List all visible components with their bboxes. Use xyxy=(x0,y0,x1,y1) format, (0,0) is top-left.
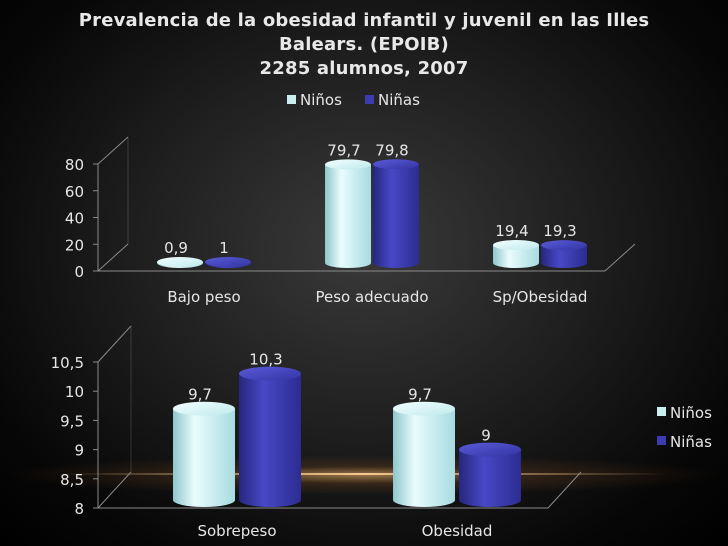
chart1-bar-ninos xyxy=(493,245,539,268)
chart1-y-tick-label: 40 xyxy=(65,210,84,228)
chart2-bar-top-ninas xyxy=(239,366,301,381)
chart2-bar-ninas xyxy=(459,449,521,507)
chart2-bar-top-ninas xyxy=(459,442,521,457)
chart1-data-label: 0,9 xyxy=(164,239,188,257)
chart2-category-label: Sobrepeso xyxy=(197,522,276,540)
chart1-category-label: Peso adecuado xyxy=(315,288,428,306)
chart2-y-tick-label: 10 xyxy=(65,383,84,401)
chart1-y-tick-label: 20 xyxy=(65,236,84,254)
chart1-legend-label-ninas: Niñas xyxy=(378,91,420,109)
chart2-bar-ninos xyxy=(173,408,235,507)
chart1-legend-label-ninos: Niños xyxy=(300,91,342,109)
chart1-data-label: 1 xyxy=(219,239,229,257)
chart-title: Prevalencia de la obesidad infantil y ju… xyxy=(20,9,708,81)
chart1-floor-right-edge xyxy=(604,243,636,272)
chart1-bar-ninas xyxy=(373,164,419,268)
chart2-data-label: 9 xyxy=(481,427,491,445)
chart1-data-label: 19,3 xyxy=(543,222,576,240)
chart2-y-tick-label: 9 xyxy=(74,442,84,460)
chart1-bar-ninas xyxy=(541,245,587,268)
chart2-y-tick-label: 8 xyxy=(74,500,84,518)
floor-glow-line xyxy=(60,473,668,475)
chart1-legend-swatch-ninos xyxy=(287,95,296,104)
chart1-category-label: Bajo peso xyxy=(167,288,240,306)
chart1-bar-top-ninas xyxy=(205,257,251,267)
chart1-data-label: 19,4 xyxy=(495,222,528,240)
chart2-y-tick-label: 9,5 xyxy=(60,412,84,430)
chart2-legend-label-ninos: Niños xyxy=(670,404,712,422)
chart1-y-tick-label: 80 xyxy=(65,156,84,174)
chart2-legend-swatch-ninos xyxy=(657,407,666,416)
chart1-category-label: Sp/Obesidad xyxy=(493,288,588,306)
chart2-category-label: Obesidad xyxy=(422,522,493,540)
chart1-floor-left-edge xyxy=(97,243,129,272)
chart1-bar-top-ninos xyxy=(325,159,371,170)
chart1-data-label: 79,8 xyxy=(375,141,408,159)
chart1-y-tick-label: 0 xyxy=(74,263,84,281)
chart2-wall-top-edge xyxy=(97,325,132,363)
chart2-y-tick-label: 8,5 xyxy=(60,471,84,489)
chart1-bar-top-ninas xyxy=(541,240,587,251)
title-line-3: 2285 alumnos, 2007 xyxy=(259,58,469,79)
chart2-bar-top-ninos xyxy=(393,401,455,416)
title-line-2: Balears. (EPOIB) xyxy=(279,34,449,55)
chart2-y-tick-label: 10,5 xyxy=(51,354,84,372)
chart2-data-label: 9,7 xyxy=(188,386,212,404)
chart1-wall-top-edge xyxy=(97,136,129,165)
floor-glow xyxy=(0,455,728,495)
chart1-y-tick-label: 60 xyxy=(65,183,84,201)
chart2-data-label: 9,7 xyxy=(408,386,432,404)
chart2-data-label: 10,3 xyxy=(249,351,282,369)
chart1-bar-top-ninas xyxy=(373,159,419,170)
chart2-legend-label-ninas: Niñas xyxy=(670,433,712,451)
title-line-1: Prevalencia de la obesidad infantil y ju… xyxy=(78,10,650,31)
chart2-floor-left-edge xyxy=(97,471,132,509)
chart1-data-label: 79,7 xyxy=(327,141,360,159)
chart2-legend-swatch-ninas xyxy=(657,436,666,445)
chart1-bar-top-ninos xyxy=(493,240,539,251)
chart2-bar-ninos xyxy=(393,408,455,507)
chart2-bar-top-ninos xyxy=(173,401,235,416)
chart2-floor-right-edge xyxy=(547,471,582,509)
chart2-bar-ninas xyxy=(239,373,301,507)
chart1-legend-swatch-ninas xyxy=(365,95,374,104)
chart1-bar-ninos xyxy=(325,164,371,268)
chart1-bar-top-ninos xyxy=(157,257,203,267)
